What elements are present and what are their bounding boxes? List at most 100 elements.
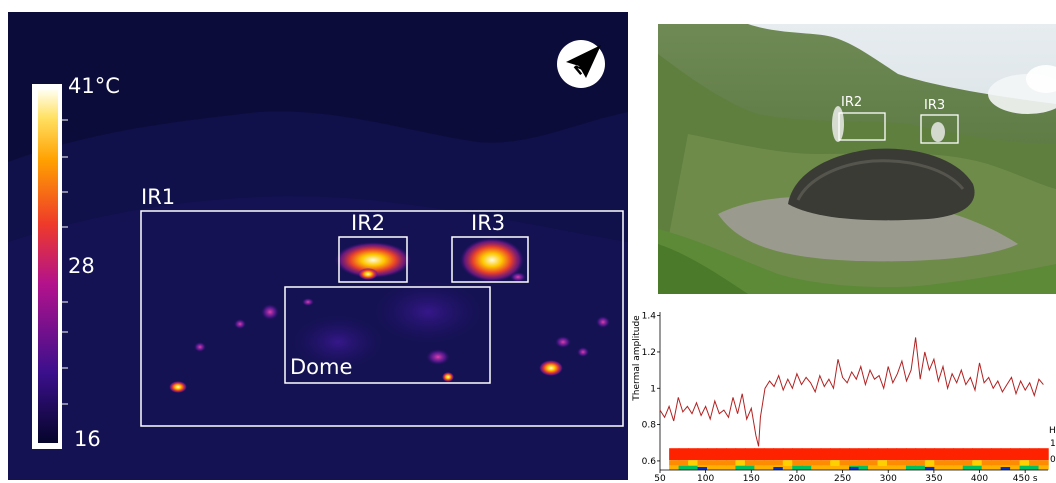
heatmap-cell	[849, 448, 860, 461]
x-tick-label: 300	[880, 474, 897, 483]
ir2-box	[338, 236, 408, 283]
heatmap-cell	[716, 465, 727, 470]
heatmap-cell	[669, 460, 680, 466]
y-tick-label: 0.6	[642, 457, 657, 467]
x-tick-label: 200	[788, 474, 805, 483]
heatmap-cell	[782, 448, 793, 461]
heatmap-cell	[991, 465, 1002, 470]
heatmap-cell	[839, 460, 850, 466]
heatmap-cell	[924, 467, 936, 470]
heatmap-cell	[1019, 465, 1030, 470]
y-axis-label: Thermal amplitude	[632, 315, 642, 402]
heatmap-cell	[707, 465, 718, 470]
heatmap-cell	[773, 460, 784, 466]
heatmap-cell	[1010, 448, 1021, 461]
heatmap-cell	[858, 460, 869, 466]
photo-ir3-box	[920, 114, 959, 144]
y-tick-label: 1.2	[642, 348, 656, 358]
chart-svg: 0.6 0.8 1 1.2 1.4 50 100 150 200 250 300 350 400 450 …	[632, 312, 1056, 483]
heatmap-cell	[962, 448, 973, 461]
colorbar-mid-label: 28	[68, 254, 95, 278]
heatmap-cell	[839, 465, 850, 470]
photo-ir2-label: IR2	[841, 95, 863, 110]
right-label-h: H	[1049, 426, 1056, 436]
heatmap-cell	[896, 465, 907, 470]
heatmap-cell	[1000, 448, 1011, 461]
spectrogram-heatmap	[669, 448, 1049, 470]
colorbar	[38, 90, 58, 443]
heatmap-cell	[1029, 465, 1040, 470]
right-label-1: 1	[1050, 439, 1056, 449]
heatmap-cell	[773, 467, 784, 470]
heatmap-cell	[716, 448, 727, 461]
heatmap-cell	[1038, 448, 1049, 461]
heatmap-cell	[886, 460, 898, 466]
north-arrow-icon: N	[557, 40, 605, 88]
heatmap-cell	[820, 460, 831, 466]
heatmap-cell	[782, 460, 793, 466]
y-tick-label: 0.8	[642, 421, 657, 431]
heatmap-cell	[896, 448, 907, 461]
heatmap-cell	[877, 448, 888, 461]
heatmap-cell	[678, 460, 689, 466]
heatmap-cell	[943, 448, 955, 461]
heatmap-cell	[744, 448, 756, 461]
y-tick-label: 1	[650, 384, 656, 394]
heatmap-cell	[763, 448, 775, 461]
heatmap-cell	[688, 448, 699, 461]
heatmap-cell	[972, 460, 983, 466]
heatmap-cell	[924, 448, 936, 461]
heatmap-cell	[877, 460, 888, 466]
volcano-photo: IR2 IR3	[658, 24, 1056, 294]
heatmap-cell	[792, 448, 803, 461]
heatmap-cell	[934, 465, 945, 470]
heatmap-cell	[1010, 465, 1021, 470]
heatmap-cell	[1029, 448, 1040, 461]
heatmap-cell	[1038, 460, 1049, 466]
heatmap-cell	[754, 460, 765, 466]
ir3-label: IR3	[471, 211, 506, 235]
dome-label: Dome	[290, 355, 353, 379]
heatmap-cell	[1029, 460, 1040, 466]
heatmap-cell	[725, 465, 737, 470]
heatmap-cell	[754, 448, 765, 461]
heatmap-cell	[905, 460, 917, 466]
heatmap-cell	[811, 460, 822, 466]
heatmap-cell	[962, 460, 973, 466]
heatmap-cell	[953, 460, 964, 466]
heatmap-cell	[896, 460, 907, 466]
heatmap-cell	[707, 460, 718, 466]
dome-box	[284, 286, 491, 384]
heatmap-cell	[972, 448, 983, 461]
x-tick-label: 250	[834, 474, 851, 483]
ir1-label: IR1	[141, 185, 176, 209]
heatmap-cell	[981, 448, 992, 461]
heatmap-cell	[849, 467, 860, 470]
heatmap-cell	[678, 448, 689, 461]
heatmap-cell	[669, 448, 680, 461]
heatmap-cell	[716, 460, 727, 466]
right-label-0: 0	[1050, 455, 1056, 465]
heatmap-cell	[801, 460, 812, 466]
heatmap-cell	[877, 465, 888, 470]
heatmap-cell	[801, 448, 812, 461]
colorbar-max-label: 41°C	[68, 74, 120, 98]
heatmap-cell	[820, 465, 831, 470]
heatmap-cell	[688, 465, 699, 470]
photo-ir3-label: IR3	[924, 98, 946, 113]
heatmap-cell	[697, 460, 708, 466]
heatmap-cell	[669, 465, 680, 470]
series-line	[659, 337, 1044, 447]
x-tick-label: 400	[971, 474, 988, 483]
heatmap-cell	[1010, 460, 1021, 466]
heatmap-cell	[905, 448, 917, 461]
thermal-image-svg: N	[8, 40, 628, 480]
heatmap-cell	[953, 465, 964, 470]
heatmap-cell	[915, 448, 926, 461]
heatmap-cell	[972, 465, 983, 470]
heatmap-cell	[849, 460, 860, 466]
heatmap-cell	[811, 448, 822, 461]
heatmap-cell	[943, 465, 955, 470]
ir1-box	[140, 210, 624, 427]
heatmap-cell	[886, 448, 898, 461]
